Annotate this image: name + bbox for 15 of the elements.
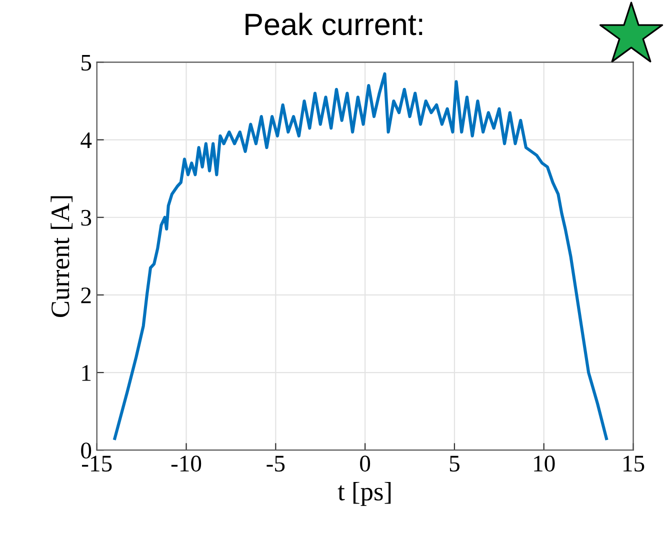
x-tick-label: -10 bbox=[171, 456, 202, 472]
line-series bbox=[113, 72, 608, 440]
x-tick-label: 10 bbox=[534, 456, 555, 472]
chart-title: Peak current: bbox=[246, 12, 422, 36]
x-tick-label: -5 bbox=[266, 456, 285, 472]
x-tick-label: 0 bbox=[360, 456, 370, 472]
x-axis-title: t [ps] bbox=[338, 482, 391, 506]
y-tick-label: 3 bbox=[81, 210, 92, 226]
x-tick-label: 5 bbox=[450, 456, 460, 472]
x-tick-label: 15 bbox=[624, 456, 644, 472]
y-tick-label: 4 bbox=[80, 132, 92, 148]
y-tick-label: 2 bbox=[81, 288, 91, 304]
y-tick-label: 5 bbox=[82, 54, 92, 71]
y-axis-title: Current [A] bbox=[50, 196, 73, 317]
y-tick-label: 1 bbox=[82, 365, 91, 381]
